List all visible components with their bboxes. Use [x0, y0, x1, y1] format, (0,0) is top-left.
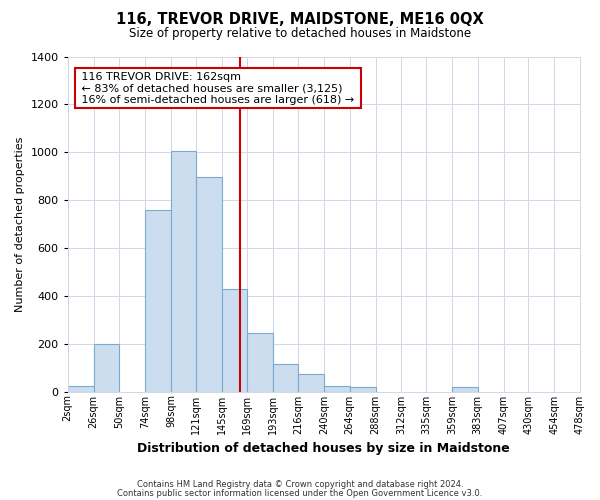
Bar [221, 288, 247, 392]
Bar [171, 151, 196, 392]
Text: Size of property relative to detached houses in Maidstone: Size of property relative to detached ho… [129, 28, 471, 40]
Bar [350, 387, 376, 392]
Text: 116 TREVOR DRIVE: 162sqm
 ← 83% of detached houses are smaller (3,125)
 16% of s: 116 TREVOR DRIVE: 162sqm ← 83% of detach… [78, 72, 358, 105]
Bar [247, 333, 273, 392]
X-axis label: Distribution of detached houses by size in Maidstone: Distribution of detached houses by size … [137, 442, 510, 455]
Bar [94, 344, 119, 392]
Text: Contains public sector information licensed under the Open Government Licence v3: Contains public sector information licen… [118, 488, 482, 498]
Bar [452, 387, 478, 392]
Bar [68, 386, 94, 392]
Bar [324, 386, 350, 392]
Bar [298, 374, 324, 392]
Bar [196, 178, 221, 392]
Y-axis label: Number of detached properties: Number of detached properties [15, 136, 25, 312]
Text: 116, TREVOR DRIVE, MAIDSTONE, ME16 0QX: 116, TREVOR DRIVE, MAIDSTONE, ME16 0QX [116, 12, 484, 28]
Bar [273, 364, 298, 392]
Text: Contains HM Land Registry data © Crown copyright and database right 2024.: Contains HM Land Registry data © Crown c… [137, 480, 463, 489]
Bar [145, 210, 171, 392]
